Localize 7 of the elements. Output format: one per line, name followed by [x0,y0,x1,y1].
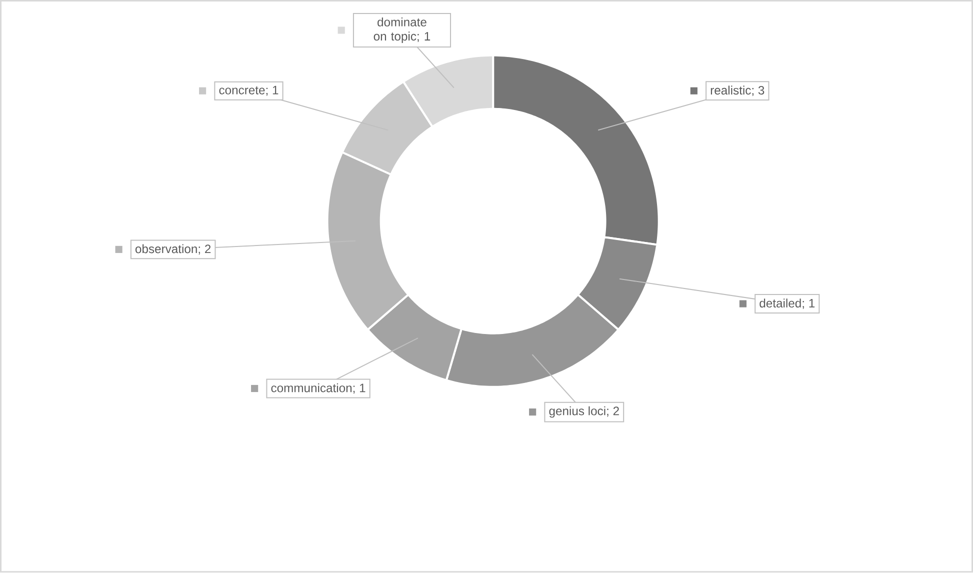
legend-label: concrete; 1 [219,86,278,96]
legend-label: genius loci; 2 [549,406,619,418]
legend-label: dominate on topic; 1 [374,18,430,44]
legend-label: realistic; 3 [710,86,764,96]
legend-label: communication; 1 [271,383,366,394]
legend-label: observation; 2 [135,244,211,255]
legend-label: detailed; 1 [760,298,815,310]
